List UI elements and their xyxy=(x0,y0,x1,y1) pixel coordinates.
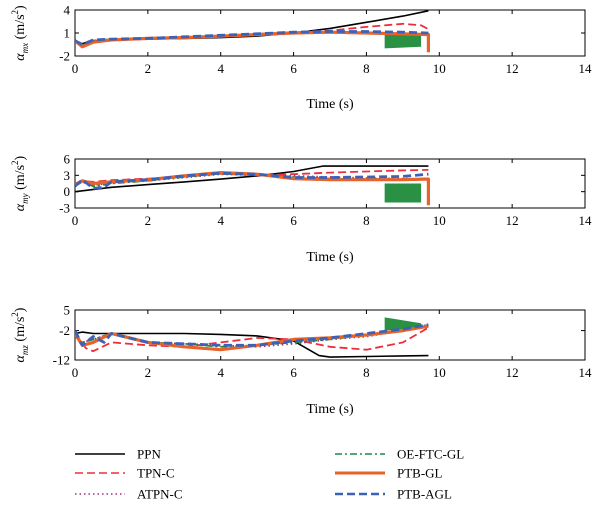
y-tick-label: 0 xyxy=(64,184,71,199)
legend-item: PTB-AGL xyxy=(335,487,452,502)
series-line-ptb-gl xyxy=(75,30,430,53)
y-tick-label: -3 xyxy=(59,201,70,216)
y-tick-label: 1 xyxy=(64,26,71,41)
legend-label: OE-FTC-GL xyxy=(397,447,464,462)
series-line-ppn xyxy=(75,331,429,358)
legend-item: OE-FTC-GL xyxy=(335,447,464,462)
y-tick-label: -2 xyxy=(59,323,70,338)
legend-label: PTB-GL xyxy=(397,466,443,481)
x-axis-label: Time (s) xyxy=(306,97,354,112)
x-tick-label: 6 xyxy=(290,213,297,228)
legend-item: PTB-GL xyxy=(335,466,443,481)
x-tick-label: 12 xyxy=(506,365,519,380)
y-tick-label: 5 xyxy=(64,303,71,318)
fill-region xyxy=(384,33,422,49)
x-tick-label: 14 xyxy=(579,365,593,380)
series-line-ptb-gl xyxy=(75,171,430,206)
x-tick-label: 0 xyxy=(72,61,79,76)
legend-label: PPN xyxy=(137,447,161,462)
x-tick-label: 4 xyxy=(217,365,224,380)
x-tick-label: 6 xyxy=(290,365,297,380)
fill-region xyxy=(384,317,422,331)
y-tick-label: -12 xyxy=(53,353,70,368)
y-axis-label: αmx (m/s2) xyxy=(10,5,30,61)
x-tick-label: 12 xyxy=(506,213,519,228)
x-tick-label: 2 xyxy=(145,61,152,76)
y-tick-label: 3 xyxy=(64,168,71,183)
subplot-3: 0 2 4 6 8 10 12 14 -12 -2 5 Time (s) αmz (m/s2) xyxy=(10,303,592,418)
x-tick-label: 14 xyxy=(579,213,593,228)
x-tick-label: 8 xyxy=(363,61,370,76)
x-tick-label: 10 xyxy=(433,213,446,228)
series-line-oe-ftc-gl xyxy=(75,172,429,188)
series-line-tpn-c xyxy=(75,326,429,353)
y-tick-label: 6 xyxy=(64,152,71,167)
y-axis-label: αmz (m/s2) xyxy=(10,307,30,362)
series-line-ptb-agl xyxy=(75,171,429,190)
y-tick-label: 4 xyxy=(64,3,71,18)
x-tick-label: 10 xyxy=(433,365,446,380)
series-line-ptb-agl xyxy=(75,30,429,46)
legend-item: TPN-C xyxy=(75,466,175,481)
x-tick-label: 8 xyxy=(363,213,370,228)
x-tick-label: 2 xyxy=(145,213,152,228)
x-tick-label: 0 xyxy=(72,213,79,228)
legend-label: PTB-AGL xyxy=(397,487,452,502)
y-tick-label: -2 xyxy=(59,49,70,64)
x-tick-label: 8 xyxy=(363,365,370,380)
x-tick-label: 0 xyxy=(72,365,79,380)
series-line-ptb-agl xyxy=(75,323,429,347)
fill-region xyxy=(384,183,422,203)
x-tick-label: 12 xyxy=(506,61,519,76)
legend-label: TPN-C xyxy=(137,466,175,481)
legend-item: PPN xyxy=(75,447,161,462)
x-tick-label: 4 xyxy=(217,61,224,76)
x-axis-label: Time (s) xyxy=(306,250,354,265)
series-line-tpn-c xyxy=(75,22,429,47)
x-tick-label: 4 xyxy=(217,213,224,228)
axes-frame xyxy=(74,309,586,361)
series-line-ptb-gl xyxy=(75,324,429,352)
x-tick-label: 14 xyxy=(579,61,593,76)
legend-item: ATPN-C xyxy=(75,487,183,502)
x-tick-label: 6 xyxy=(290,61,297,76)
y-axis-label: αmy (m/s2) xyxy=(10,155,30,211)
x-tick-label: 2 xyxy=(145,365,152,380)
legend: PPN TPN-C ATPN-C OE-FTC-GL PTB-GL PTB-AGL xyxy=(75,447,464,502)
x-axis-label: Time (s) xyxy=(306,402,354,417)
x-tick-label: 10 xyxy=(433,61,446,76)
legend-label: ATPN-C xyxy=(137,487,183,502)
